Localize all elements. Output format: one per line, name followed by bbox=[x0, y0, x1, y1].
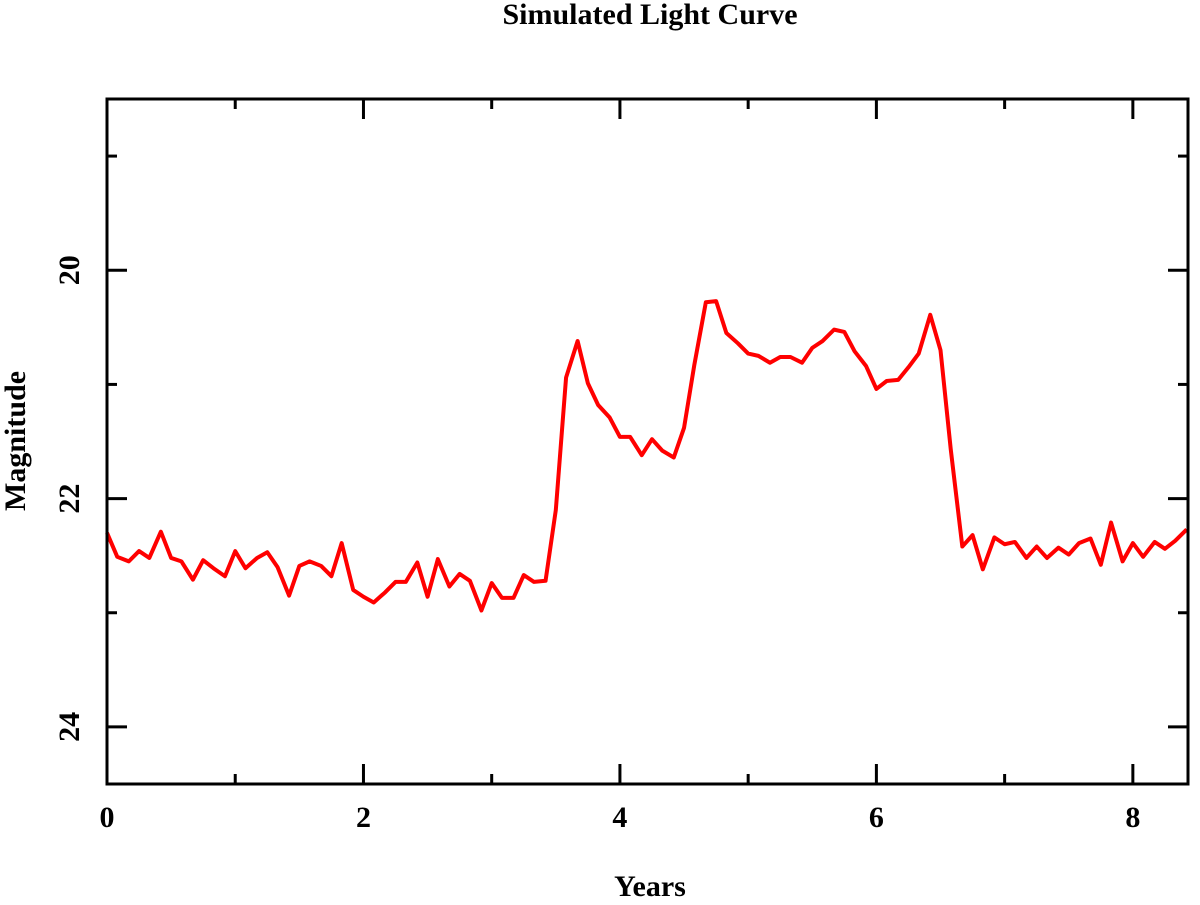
x-tick-label: 2 bbox=[356, 801, 371, 834]
x-tick-label: 6 bbox=[869, 801, 884, 834]
y-tick-label: 20 bbox=[53, 255, 86, 285]
x-tick-label: 0 bbox=[100, 801, 115, 834]
x-tick-label: 8 bbox=[1125, 801, 1140, 834]
plot-frame bbox=[105, 97, 1190, 786]
x-axis-label: Years bbox=[614, 870, 686, 903]
y-tick-label: 24 bbox=[53, 712, 86, 742]
y-tick-label: 22 bbox=[53, 484, 86, 514]
data-line bbox=[105, 299, 1189, 613]
chart-title: Simulated Light Curve bbox=[502, 0, 797, 31]
x-tick-label: 4 bbox=[612, 801, 627, 834]
y-axis-label: Magnitude bbox=[0, 371, 32, 511]
